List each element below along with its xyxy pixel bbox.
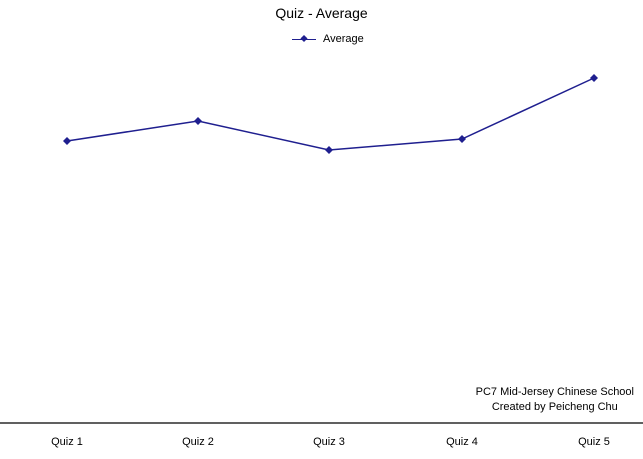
x-axis-tick-label: Quiz 1 [51, 436, 83, 448]
x-axis-tick-label: Quiz 4 [446, 436, 478, 448]
x-axis-tick-label: Quiz 3 [313, 436, 345, 448]
annotation-line-1: PC7 Mid-Jersey Chinese School [475, 386, 634, 398]
chart-title: Quiz - Average [275, 5, 368, 21]
x-axis-tick-label: Quiz 5 [578, 436, 610, 448]
legend-line-sample [292, 34, 316, 43]
data-point-marker [63, 137, 71, 145]
data-point-marker [458, 135, 466, 143]
x-axis-tick-label: Quiz 2 [182, 436, 214, 448]
annotation: PC7 Mid-Jersey Chinese School Created by… [476, 385, 634, 415]
annotation-line-2: Created by Peicheng Chu [491, 401, 618, 413]
data-point-marker [590, 74, 598, 82]
legend-label: Average [323, 33, 364, 45]
series-line-average [66, 77, 595, 151]
legend: Average [292, 33, 364, 45]
data-point-marker [325, 146, 333, 154]
data-point-marker [194, 117, 202, 125]
